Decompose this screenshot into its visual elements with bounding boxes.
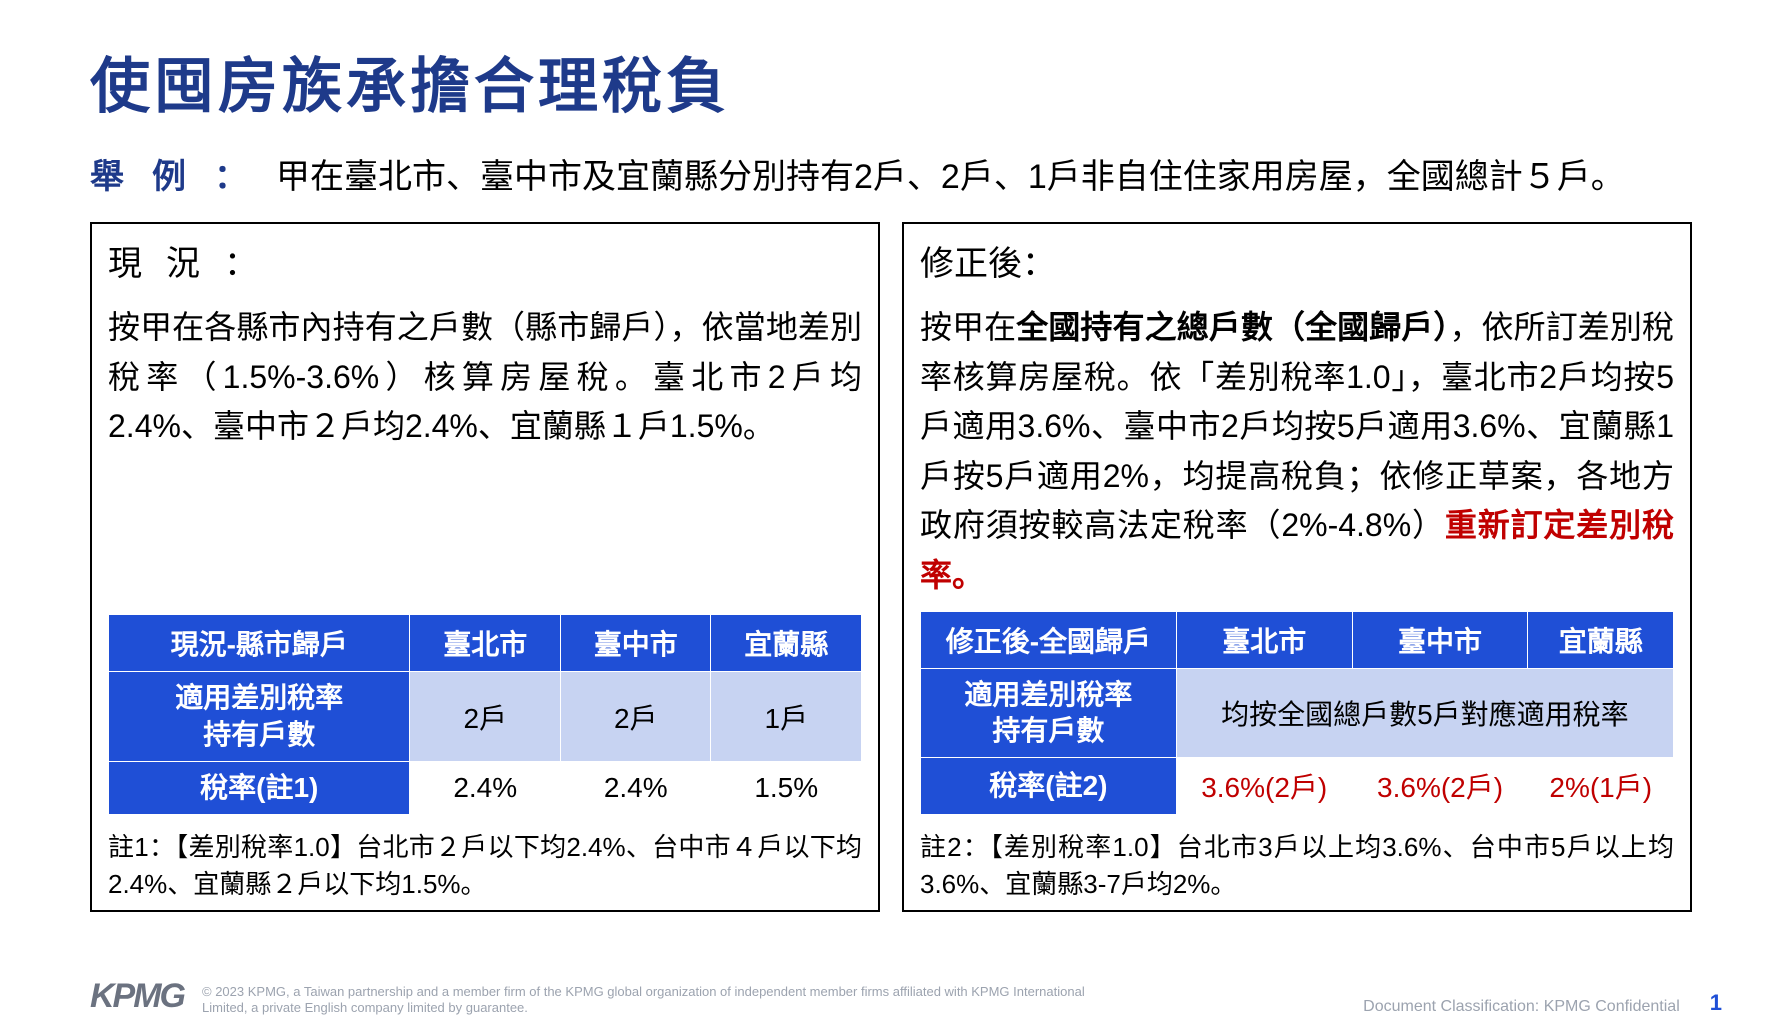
- th: 修正後-全國歸戶: [921, 611, 1177, 668]
- example-label: 舉例：: [90, 158, 276, 196]
- th: 臺中市: [1352, 611, 1528, 668]
- cell: 2戶: [560, 672, 711, 762]
- panel-current-body: 按甲在各縣市內持有之戶數（縣市歸戶），依當地差別稅率（1.5%-3.6%）核算房…: [108, 303, 862, 452]
- panel-current: 現況： 按甲在各縣市內持有之戶數（縣市歸戶），依當地差別稅率（1.5%-3.6%…: [90, 222, 880, 912]
- row-label: 適用差別稅率 持有戶數: [921, 668, 1177, 758]
- th: 現況-縣市歸戶: [109, 615, 410, 672]
- panel-after-body: 按甲在全國持有之總戶數（全國歸戶），依所訂差別稅率核算房屋稅。依「差別稅率1.0…: [920, 303, 1674, 601]
- body-bold: 全國持有之總戶數（全國歸戶）: [1016, 309, 1449, 345]
- cell: 2.4%: [410, 761, 561, 814]
- table-row: 現況-縣市歸戶 臺北市 臺中市 宜蘭縣: [109, 615, 862, 672]
- th: 臺北市: [410, 615, 561, 672]
- table-row: 適用差別稅率 持有戶數 均按全國總戶數5戶對應適用稅率: [921, 668, 1674, 758]
- cell: 3.6%(2戶): [1176, 758, 1352, 815]
- cell: 2戶: [410, 672, 561, 762]
- table-row: 稅率(註2) 3.6%(2戶) 3.6%(2戶) 2%(1戶): [921, 758, 1674, 815]
- footnote-1: 註1：【差別稅率1.0】台北市２戶以下均2.4%、台中市４戶以下均2.4%、宜蘭…: [108, 829, 862, 902]
- cell: 2%(1戶): [1528, 758, 1674, 815]
- table-current: 現況-縣市歸戶 臺北市 臺中市 宜蘭縣 適用差別稅率 持有戶數 2戶 2戶 1戶…: [108, 614, 862, 815]
- cell-merged: 均按全國總戶數5戶對應適用稅率: [1176, 668, 1673, 758]
- kpmg-logo: KPMG: [90, 977, 184, 1016]
- row-label: 適用差別稅率 持有戶數: [109, 672, 410, 762]
- page-number: 1: [1710, 990, 1722, 1016]
- row-label: 稅率(註2): [921, 758, 1177, 815]
- footnote-2: 註2：【差別稅率1.0】台北市3戶以上均3.6%、台中市5戶以上均3.6%、宜蘭…: [920, 829, 1674, 902]
- footer: KPMG © 2023 KPMG, a Taiwan partnership a…: [90, 977, 1722, 1016]
- table-after: 修正後-全國歸戶 臺北市 臺中市 宜蘭縣 適用差別稅率 持有戶數 均按全國總戶數…: [920, 611, 1674, 816]
- panel-current-heading: 現況：: [108, 236, 862, 285]
- th: 宜蘭縣: [1528, 611, 1674, 668]
- doc-classification: Document Classification: KPMG Confidenti…: [1363, 998, 1680, 1016]
- table-row: 適用差別稅率 持有戶數 2戶 2戶 1戶: [109, 672, 862, 762]
- footer-left: KPMG © 2023 KPMG, a Taiwan partnership a…: [90, 977, 1102, 1016]
- body-pre: 按甲在: [920, 309, 1016, 345]
- cell: 1戶: [711, 672, 862, 762]
- cell-value: 3.6%(2戶): [1377, 772, 1503, 803]
- example-line: 舉例：甲在臺北市、臺中市及宜蘭縣分別持有2戶、2戶、1戶非自住住家用房屋，全國總…: [90, 149, 1692, 198]
- cell: 2.4%: [560, 761, 711, 814]
- row-label: 稅率(註1): [109, 761, 410, 814]
- spacer: [108, 452, 862, 604]
- example-text: 甲在臺北市、臺中市及宜蘭縣分別持有2戶、2戶、1戶非自住住家用房屋，全國總計５戶…: [276, 158, 1625, 196]
- th: 臺北市: [1176, 611, 1352, 668]
- page-title: 使囤房族承擔合理稅負: [90, 38, 1692, 125]
- th: 臺中市: [560, 615, 711, 672]
- footer-right: Document Classification: KPMG Confidenti…: [1363, 990, 1722, 1016]
- table-row: 修正後-全國歸戶 臺北市 臺中市 宜蘭縣: [921, 611, 1674, 668]
- panels: 現況： 按甲在各縣市內持有之戶數（縣市歸戶），依當地差別稅率（1.5%-3.6%…: [90, 222, 1692, 912]
- cell-value: 2%(1戶): [1549, 772, 1652, 803]
- panel-after: 修正後： 按甲在全國持有之總戶數（全國歸戶），依所訂差別稅率核算房屋稅。依「差別…: [902, 222, 1692, 912]
- cell: 3.6%(2戶): [1352, 758, 1528, 815]
- copyright: © 2023 KPMG, a Taiwan partnership and a …: [202, 984, 1102, 1017]
- cell: 1.5%: [711, 761, 862, 814]
- slide: 使囤房族承擔合理稅負 舉例：甲在臺北市、臺中市及宜蘭縣分別持有2戶、2戶、1戶非…: [0, 0, 1782, 1024]
- panel-after-heading: 修正後：: [920, 236, 1674, 285]
- table-row: 稅率(註1) 2.4% 2.4% 1.5%: [109, 761, 862, 814]
- th: 宜蘭縣: [711, 615, 862, 672]
- cell-value: 3.6%(2戶): [1201, 772, 1327, 803]
